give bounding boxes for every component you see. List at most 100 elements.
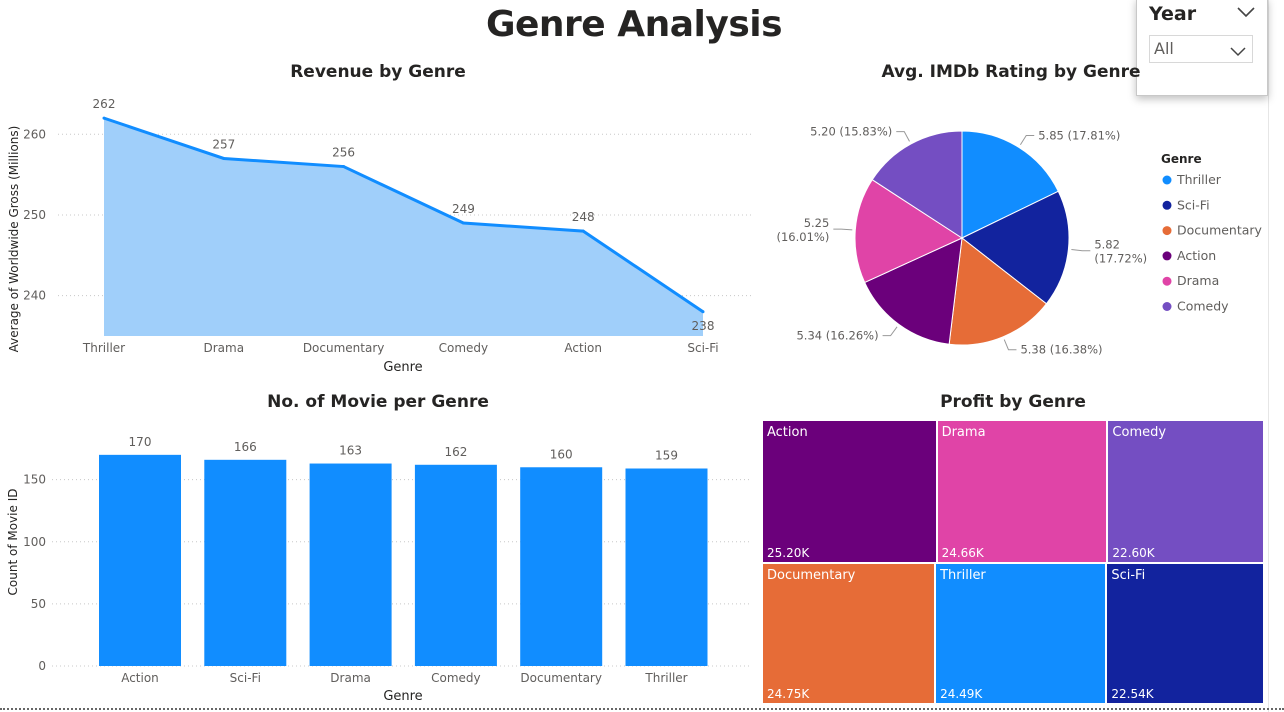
year-dropdown-value: All (1154, 39, 1174, 58)
bar (204, 459, 287, 666)
legend-item: Action (1177, 248, 1216, 263)
pie-slice (948, 237, 1048, 346)
bar (309, 463, 392, 666)
data-label: 162 (444, 445, 467, 459)
legend-item: Comedy (1177, 299, 1229, 314)
movies-per-genre-chart: No. of Movie per Genre 0 50 100 150 170 Actio… (0, 390, 760, 708)
x-axis-label: Genre (383, 689, 422, 704)
y-tick-label: 240 (23, 289, 46, 303)
slice-label: 5.85 (17.81%) (1038, 128, 1120, 142)
data-label: 256 (332, 146, 355, 160)
pie-slice (961, 130, 1059, 239)
tile-value: 24.49K (940, 686, 983, 701)
year-slicer[interactable]: Year All (1136, 0, 1268, 96)
data-label: 166 (234, 440, 257, 454)
x-tick-label: Documentary (520, 671, 602, 685)
leader-line (833, 228, 853, 231)
rating-pie-chart: 5.85 (17.81%) 5.82 (17.72%) 5.38 (16.38%) 5.… (777, 125, 1263, 357)
x-tick-label: Comedy (431, 671, 481, 685)
tile-value: 22.60K (1112, 545, 1155, 560)
legend-item: Sci-Fi (1177, 197, 1210, 212)
tile-value: 24.75K (767, 686, 810, 701)
x-tick-label: Sci-Fi (687, 341, 718, 355)
pie-slice (864, 237, 963, 345)
slice-label: 5.25 (16.01%) (777, 216, 830, 244)
leader-line (1019, 134, 1035, 146)
x-tick-label: Comedy (439, 341, 489, 355)
y-tick-label: 100 (23, 535, 46, 549)
slice-label: 5.82 (17.72%) (1094, 238, 1147, 266)
y-axis-label: Average of Worldwide Gross (Millions) (7, 126, 21, 353)
treemap-tile: Drama 24.66K (936, 420, 1108, 563)
x-tick-label: Documentary (303, 341, 385, 355)
y-tick-label: 50 (31, 597, 46, 611)
slice-label: 5.34 (16.26%) (796, 329, 878, 343)
pie-slice (961, 190, 1070, 305)
legend-item: Documentary (1177, 223, 1263, 238)
bar (625, 468, 708, 666)
data-label: 262 (93, 97, 116, 111)
data-label: 159 (655, 449, 678, 463)
chart-title: Revenue by Genre (290, 62, 466, 82)
tile-label: Thriller (940, 567, 986, 583)
pie-slice (854, 179, 964, 284)
pie-slice (871, 130, 963, 239)
series-line (103, 116, 704, 314)
tile-label: Comedy (1112, 425, 1167, 440)
slice-label: 5.38 (16.38%) (1020, 343, 1102, 357)
treemap-tile: Documentary 24.75K (762, 562, 936, 704)
legend-marker (1162, 226, 1172, 236)
legend-item: Thriller (1176, 172, 1222, 187)
y-tick-label: 150 (23, 473, 46, 487)
legend-title: Genre (1161, 152, 1202, 166)
tile-label: Drama (941, 425, 986, 440)
data-point (581, 229, 585, 233)
year-dropdown[interactable]: All (1149, 35, 1253, 63)
data-point (701, 310, 705, 314)
x-tick-label: Action (121, 671, 159, 685)
chart-title: No. of Movie per Genre (267, 392, 489, 412)
treemap-tile: Action 25.20K (762, 420, 937, 563)
collapse-chevron-icon[interactable] (1237, 3, 1255, 22)
legend-item: Drama (1177, 273, 1219, 288)
legend-marker (1162, 302, 1172, 311)
chevron-down-icon (1230, 42, 1246, 61)
y-tick-label: 260 (23, 127, 46, 141)
page-right-divider (1268, 0, 1269, 712)
leader-line (1071, 249, 1091, 252)
data-point (102, 116, 106, 120)
data-point (342, 165, 346, 169)
data-label: 163 (339, 444, 362, 458)
data-label: 160 (550, 447, 573, 461)
page-bottom-divider (0, 708, 1284, 710)
x-tick-label: Thriller (644, 671, 687, 685)
data-label: 249 (452, 202, 475, 216)
treemap-tile: Sci-Fi 22.54K (1106, 562, 1264, 704)
treemap-tile: Comedy 22.60K (1107, 420, 1264, 563)
rating-by-genre-chart: Avg. IMDb Rating by Genre 5.85 (17.81%) 5… (760, 60, 1266, 380)
legend-marker (1162, 276, 1172, 286)
x-tick-label: Drama (204, 341, 245, 355)
data-label: 248 (572, 210, 595, 224)
x-tick-label: Thriller (82, 341, 125, 355)
data-label: 238 (692, 319, 715, 333)
bar (414, 464, 497, 666)
revenue-area-chart: 240 250 260 262 Thriller 257 Drama 256 Documenta… (7, 97, 752, 375)
data-label: 170 (129, 435, 152, 449)
treemap-tile: Thriller 24.49K (935, 562, 1107, 704)
legend-marker (1162, 251, 1172, 261)
bar (99, 454, 181, 666)
leader-line (1003, 339, 1017, 351)
x-tick-label: Drama (330, 671, 371, 685)
legend-marker (1162, 200, 1172, 210)
x-tick-label: Sci-Fi (230, 671, 261, 685)
area-fill (104, 118, 703, 336)
slicer-title: Year (1149, 3, 1197, 25)
x-axis-label: Genre (383, 360, 422, 375)
chart-title: Avg. IMDb Rating by Genre (881, 62, 1141, 82)
tile-value: 25.20K (767, 545, 810, 560)
x-tick-label: Action (564, 341, 602, 355)
count-bar-chart: 0 50 100 150 170 Action 166 Sci-Fi 163 Drama 162 Co… (6, 435, 752, 704)
bar (520, 467, 603, 666)
y-tick-label: 0 (38, 659, 46, 673)
